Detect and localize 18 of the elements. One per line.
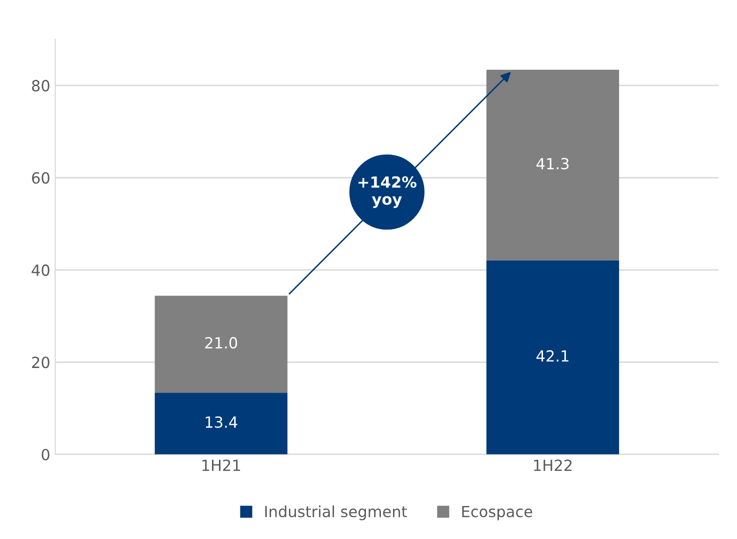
- data-label: 42.1: [536, 350, 568, 362]
- legend-label: Industrial segment: [265, 505, 407, 520]
- y-tick-label: 0: [42, 448, 50, 460]
- bar: [486, 70, 620, 260]
- annotation: +142% yoy: [358, 176, 416, 208]
- y-tick-label: 40: [32, 264, 50, 276]
- data-label: 21.0: [205, 337, 238, 349]
- data-label: 41.3: [536, 158, 569, 170]
- bar: [154, 296, 288, 393]
- x-tick-label: 1H22: [534, 460, 572, 471]
- data-label: 13.4: [206, 416, 238, 428]
- x-tick-label: 1H21: [202, 460, 240, 471]
- legend-label: Ecospace: [462, 506, 532, 520]
- y-tick-label: 80: [32, 80, 50, 92]
- bar: [486, 260, 620, 454]
- y-tick-label: 20: [32, 356, 50, 368]
- bar: [154, 392, 288, 454]
- y-tick-label: 60: [32, 172, 50, 184]
